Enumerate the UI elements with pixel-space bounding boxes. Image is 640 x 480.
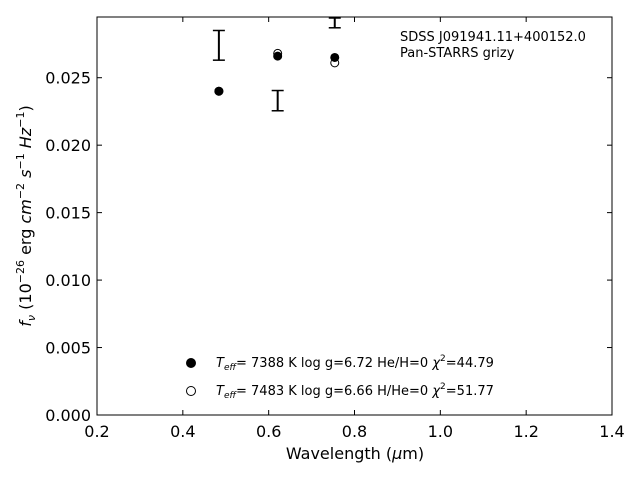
x-tick-label: 1.2 [513, 422, 538, 441]
x-tick-label: 0.6 [256, 422, 281, 441]
x-tick-label: 0.2 [84, 422, 109, 441]
y-tick-label: 0.010 [45, 271, 91, 290]
y-tick-label: 0.025 [45, 69, 91, 88]
data-marks [212, 17, 341, 112]
model-point-filled [214, 86, 224, 96]
y-tick-label: 0.005 [45, 339, 91, 358]
model-point-filled [330, 52, 340, 62]
y-axis-title: fν (10−26 erg cm−2 s−1 Hz−1) [14, 105, 38, 326]
model-point-filled [273, 51, 283, 61]
annotation-line-2: Pan-STARRS grizy [400, 46, 515, 61]
x-tick-label: 0.8 [342, 422, 367, 441]
legend-entry-1: Teff= 7388 K log g=6.72 He/H=0 χ2=44.79 [216, 354, 494, 373]
errorbar [328, 17, 341, 29]
y-tick-label: 0.020 [45, 136, 91, 155]
legend-entry-2: Teff= 7483 K log g=6.66 H/He=0 χ2=51.77 [216, 382, 494, 401]
legend-marker-filled [186, 358, 196, 368]
legend-marker-open [186, 386, 196, 396]
x-tick-label: 1.4 [599, 422, 624, 441]
x-tick-label: 0.4 [170, 422, 195, 441]
legend: Teff= 7388 K log g=6.72 He/H=0 χ2=44.79 … [186, 354, 494, 401]
x-tick-label: 1.0 [428, 422, 453, 441]
annotation-line-1: SDSS J091941.11+400152.0 [400, 30, 586, 45]
errorbar [212, 29, 225, 61]
y-tick-label: 0.000 [45, 406, 91, 425]
x-axis-title: Wavelength (μm) [286, 444, 424, 463]
y-tick-label: 0.015 [45, 204, 91, 223]
ticks: 0.2 0.4 0.6 0.8 1.0 1.2 1.4 0.000 0.005 0.010 0.01… [45, 17, 625, 441]
errorbar [271, 89, 284, 112]
